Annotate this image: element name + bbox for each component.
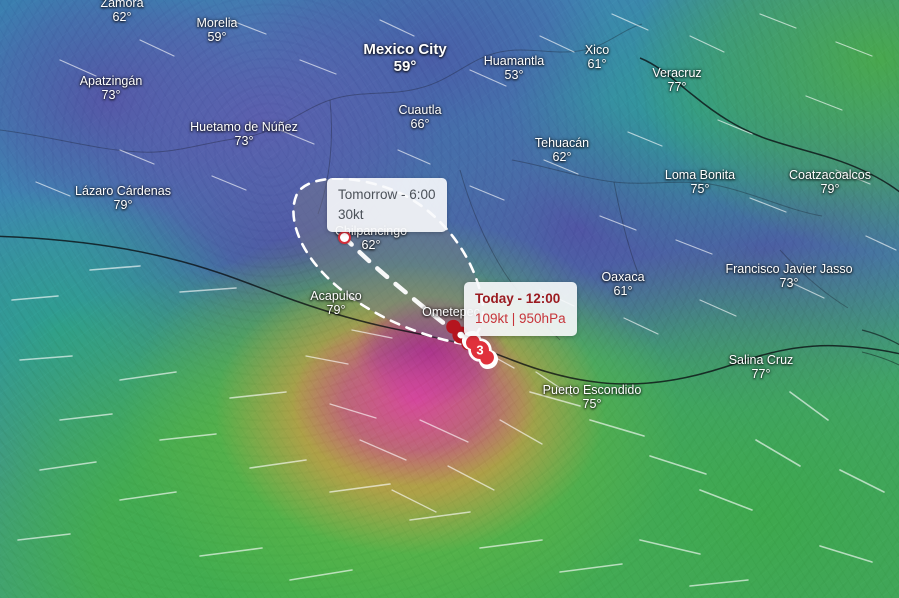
city-label: Huetamo de Núñez 73° [190, 120, 298, 148]
city-temperature: 77° [751, 367, 771, 381]
city-temperature: 75° [582, 397, 602, 411]
track-point-icon[interactable] [338, 231, 351, 244]
city-temperature: 79° [113, 198, 133, 212]
city-temperature: 73° [101, 88, 121, 102]
city-label: Acapulco 79° [310, 289, 361, 317]
city-label: Puerto Escondido 75° [543, 383, 642, 411]
city-name: Puerto Escondido [542, 383, 642, 397]
city-temperature: 62° [112, 10, 132, 24]
city-name: Salina Cruz [728, 353, 794, 367]
city-name: Cuautla [398, 103, 442, 117]
city-name: Morelia [196, 16, 238, 30]
city-name: Tehuacán [534, 136, 590, 150]
city-temperature: 53° [504, 68, 524, 82]
city-temperature: 61° [613, 284, 633, 298]
city-label: Huamantla 53° [484, 54, 544, 82]
city-temperature: 79° [820, 182, 840, 196]
city-name: Mexico City [363, 41, 447, 58]
forecast-tooltip[interactable]: Tomorrow - 6:00 30kt [327, 178, 447, 233]
city-temperature: 77° [667, 80, 687, 94]
city-label: Xico 61° [585, 43, 609, 71]
forecast-tooltip-time: Tomorrow - 6:00 [338, 187, 436, 202]
city-name: Zamora [100, 0, 144, 10]
city-temperature: 75° [690, 182, 710, 196]
city-temperature: 59° [393, 57, 417, 75]
city-name: Huetamo de Núñez [190, 120, 298, 134]
city-label: Francisco Javier Jasso 73° [725, 262, 852, 290]
city-label: Mexico City 59° [363, 41, 447, 76]
city-temperature: 79° [326, 303, 346, 317]
city-label: Coatzacoalcos 79° [789, 168, 871, 196]
city-label: Oaxaca 61° [601, 270, 644, 298]
city-label: Tehuacán 62° [535, 136, 589, 164]
city-name: Coatzacoalcos [789, 168, 871, 182]
city-temperature: 66° [410, 117, 430, 131]
city-name: Huamantla [483, 54, 545, 68]
current-tooltip-detail: 109kt | 950hPa [475, 310, 566, 326]
city-temperature: 73° [234, 134, 254, 148]
city-name: Acapulco [310, 289, 362, 303]
city-label: Cuautla 66° [398, 103, 441, 131]
city-name: Francisco Javier Jasso [725, 262, 853, 276]
city-label: Salina Cruz 77° [729, 353, 794, 381]
category-number: 3 [476, 343, 483, 358]
city-name: Veracruz [652, 66, 702, 80]
city-temperature: 73° [779, 276, 799, 290]
city-name: Apatzingán [79, 74, 143, 88]
current-tooltip-time: Today - 12:00 [475, 291, 561, 306]
city-label: Apatzingán 73° [80, 74, 143, 102]
city-label: Zamora 62° [100, 0, 143, 24]
city-label: Loma Bonita 75° [665, 168, 735, 196]
city-name: Xico [584, 43, 610, 57]
city-temperature: 59° [207, 30, 227, 44]
hurricane-category-icon[interactable]: 3 [461, 331, 499, 369]
current-tooltip[interactable]: Today - 12:00 109kt | 950hPa [464, 282, 577, 337]
city-label: Veracruz 77° [652, 66, 701, 94]
city-name: Oaxaca [601, 270, 645, 284]
forecast-tooltip-wind: 30kt [338, 206, 364, 222]
city-temperature: 62° [552, 150, 572, 164]
city-label: Morelia 59° [197, 16, 238, 44]
city-temperature: 61° [587, 57, 607, 71]
city-name: Lázaro Cárdenas [75, 184, 171, 198]
city-label: Lázaro Cárdenas 79° [75, 184, 171, 212]
city-name: Loma Bonita [664, 168, 736, 182]
